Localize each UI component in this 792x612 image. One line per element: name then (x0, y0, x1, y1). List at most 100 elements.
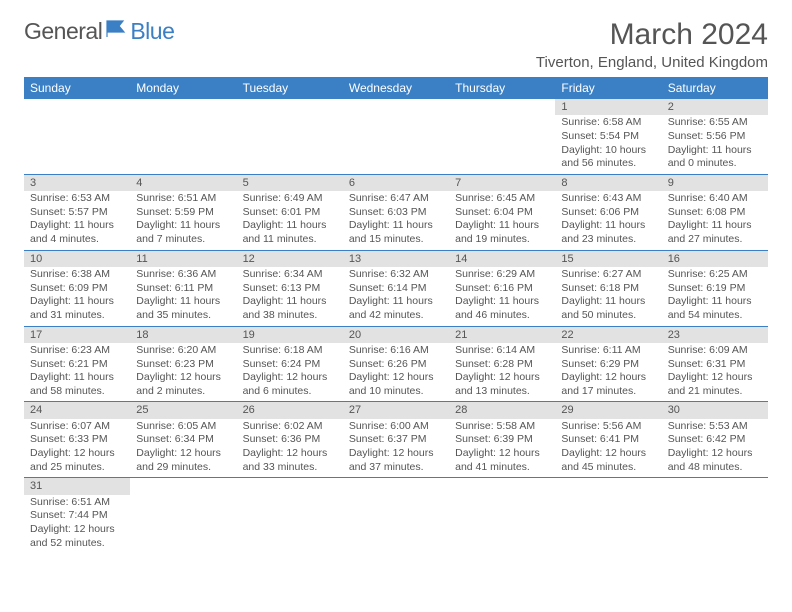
daylight-text: Daylight: 12 hours and 45 minutes. (561, 447, 655, 474)
sunrise-text: Sunrise: 5:56 AM (561, 420, 655, 434)
calendar-day: 12Sunrise: 6:34 AMSunset: 6:13 PMDayligh… (237, 250, 343, 326)
day-body: Sunrise: 5:56 AMSunset: 6:41 PMDaylight:… (555, 419, 661, 478)
calendar-day: 10Sunrise: 6:38 AMSunset: 6:09 PMDayligh… (24, 250, 130, 326)
calendar-empty (343, 478, 449, 553)
calendar-empty (24, 99, 130, 174)
sunset-text: Sunset: 6:01 PM (243, 206, 337, 220)
sunrise-text: Sunrise: 6:29 AM (455, 268, 549, 282)
day-body: Sunrise: 6:34 AMSunset: 6:13 PMDaylight:… (237, 267, 343, 326)
calendar-empty (662, 478, 768, 553)
sunset-text: Sunset: 5:57 PM (30, 206, 124, 220)
weekday-header: Sunday (24, 77, 130, 99)
sunrise-text: Sunrise: 6:32 AM (349, 268, 443, 282)
sunrise-text: Sunrise: 6:58 AM (561, 116, 655, 130)
day-body: Sunrise: 6:38 AMSunset: 6:09 PMDaylight:… (24, 267, 130, 326)
sunrise-text: Sunrise: 6:55 AM (668, 116, 762, 130)
day-body: Sunrise: 6:58 AMSunset: 5:54 PMDaylight:… (555, 115, 661, 174)
sunrise-text: Sunrise: 6:14 AM (455, 344, 549, 358)
daylight-text: Daylight: 11 hours and 27 minutes. (668, 219, 762, 246)
calendar-day: 4Sunrise: 6:51 AMSunset: 5:59 PMDaylight… (130, 174, 236, 250)
sunset-text: Sunset: 6:14 PM (349, 282, 443, 296)
day-body: Sunrise: 6:43 AMSunset: 6:06 PMDaylight:… (555, 191, 661, 250)
day-number: 6 (343, 175, 449, 191)
day-number: 4 (130, 175, 236, 191)
sunset-text: Sunset: 6:31 PM (668, 358, 762, 372)
sunrise-text: Sunrise: 6:05 AM (136, 420, 230, 434)
sunrise-text: Sunrise: 6:02 AM (243, 420, 337, 434)
daylight-text: Daylight: 11 hours and 23 minutes. (561, 219, 655, 246)
sunrise-text: Sunrise: 5:58 AM (455, 420, 549, 434)
day-number: 11 (130, 251, 236, 267)
sunrise-text: Sunrise: 6:09 AM (668, 344, 762, 358)
sunrise-text: Sunrise: 6:49 AM (243, 192, 337, 206)
daylight-text: Daylight: 12 hours and 37 minutes. (349, 447, 443, 474)
day-number: 25 (130, 402, 236, 418)
sunrise-text: Sunrise: 6:23 AM (30, 344, 124, 358)
daylight-text: Daylight: 12 hours and 13 minutes. (455, 371, 549, 398)
day-body: Sunrise: 6:29 AMSunset: 6:16 PMDaylight:… (449, 267, 555, 326)
day-number: 29 (555, 402, 661, 418)
daylight-text: Daylight: 11 hours and 38 minutes. (243, 295, 337, 322)
day-body: Sunrise: 6:51 AMSunset: 7:44 PMDaylight:… (24, 495, 130, 554)
daylight-text: Daylight: 11 hours and 50 minutes. (561, 295, 655, 322)
sunrise-text: Sunrise: 6:07 AM (30, 420, 124, 434)
daylight-text: Daylight: 11 hours and 0 minutes. (668, 144, 762, 171)
calendar-day: 21Sunrise: 6:14 AMSunset: 6:28 PMDayligh… (449, 326, 555, 402)
calendar-body: 1Sunrise: 6:58 AMSunset: 5:54 PMDaylight… (24, 99, 768, 553)
day-body: Sunrise: 5:53 AMSunset: 6:42 PMDaylight:… (662, 419, 768, 478)
sunrise-text: Sunrise: 6:45 AM (455, 192, 549, 206)
day-number: 30 (662, 402, 768, 418)
daylight-text: Daylight: 11 hours and 42 minutes. (349, 295, 443, 322)
day-number: 9 (662, 175, 768, 191)
day-body: Sunrise: 6:07 AMSunset: 6:33 PMDaylight:… (24, 419, 130, 478)
calendar-day: 3Sunrise: 6:53 AMSunset: 5:57 PMDaylight… (24, 174, 130, 250)
sunset-text: Sunset: 6:28 PM (455, 358, 549, 372)
calendar-table: SundayMondayTuesdayWednesdayThursdayFrid… (24, 77, 768, 553)
calendar-empty (449, 478, 555, 553)
calendar-day: 2Sunrise: 6:55 AMSunset: 5:56 PMDaylight… (662, 99, 768, 174)
sunrise-text: Sunrise: 6:38 AM (30, 268, 124, 282)
sunrise-text: Sunrise: 6:34 AM (243, 268, 337, 282)
sunset-text: Sunset: 6:24 PM (243, 358, 337, 372)
sunset-text: Sunset: 6:03 PM (349, 206, 443, 220)
day-number: 26 (237, 402, 343, 418)
day-number: 19 (237, 327, 343, 343)
sunset-text: Sunset: 6:36 PM (243, 433, 337, 447)
day-body: Sunrise: 6:00 AMSunset: 6:37 PMDaylight:… (343, 419, 449, 478)
sunrise-text: Sunrise: 6:20 AM (136, 344, 230, 358)
calendar-week: 1Sunrise: 6:58 AMSunset: 5:54 PMDaylight… (24, 99, 768, 174)
calendar-day: 14Sunrise: 6:29 AMSunset: 6:16 PMDayligh… (449, 250, 555, 326)
sunrise-text: Sunrise: 6:43 AM (561, 192, 655, 206)
calendar-day: 7Sunrise: 6:45 AMSunset: 6:04 PMDaylight… (449, 174, 555, 250)
calendar-empty (237, 99, 343, 174)
sunset-text: Sunset: 7:44 PM (30, 509, 124, 523)
calendar-day: 11Sunrise: 6:36 AMSunset: 6:11 PMDayligh… (130, 250, 236, 326)
sunset-text: Sunset: 5:59 PM (136, 206, 230, 220)
calendar-day: 30Sunrise: 5:53 AMSunset: 6:42 PMDayligh… (662, 402, 768, 478)
sunset-text: Sunset: 6:42 PM (668, 433, 762, 447)
calendar-week: 17Sunrise: 6:23 AMSunset: 6:21 PMDayligh… (24, 326, 768, 402)
sunrise-text: Sunrise: 6:00 AM (349, 420, 443, 434)
day-number: 7 (449, 175, 555, 191)
sunset-text: Sunset: 6:16 PM (455, 282, 549, 296)
daylight-text: Daylight: 12 hours and 33 minutes. (243, 447, 337, 474)
sunset-text: Sunset: 5:56 PM (668, 130, 762, 144)
day-body: Sunrise: 6:45 AMSunset: 6:04 PMDaylight:… (449, 191, 555, 250)
daylight-text: Daylight: 11 hours and 46 minutes. (455, 295, 549, 322)
calendar-week: 10Sunrise: 6:38 AMSunset: 6:09 PMDayligh… (24, 250, 768, 326)
daylight-text: Daylight: 12 hours and 41 minutes. (455, 447, 549, 474)
daylight-text: Daylight: 11 hours and 15 minutes. (349, 219, 443, 246)
day-body: Sunrise: 6:40 AMSunset: 6:08 PMDaylight:… (662, 191, 768, 250)
sunset-text: Sunset: 6:34 PM (136, 433, 230, 447)
day-number: 27 (343, 402, 449, 418)
calendar-day: 15Sunrise: 6:27 AMSunset: 6:18 PMDayligh… (555, 250, 661, 326)
calendar-day: 6Sunrise: 6:47 AMSunset: 6:03 PMDaylight… (343, 174, 449, 250)
day-number: 31 (24, 478, 130, 494)
calendar-day: 31Sunrise: 6:51 AMSunset: 7:44 PMDayligh… (24, 478, 130, 553)
flag-icon (106, 20, 128, 43)
calendar-week: 3Sunrise: 6:53 AMSunset: 5:57 PMDaylight… (24, 174, 768, 250)
day-number: 1 (555, 99, 661, 115)
day-number: 10 (24, 251, 130, 267)
calendar-day: 26 Sunrise: 6:02 AMSunset: 6:36 PMDayligh… (237, 402, 343, 478)
brand-part2: Blue (130, 18, 174, 45)
